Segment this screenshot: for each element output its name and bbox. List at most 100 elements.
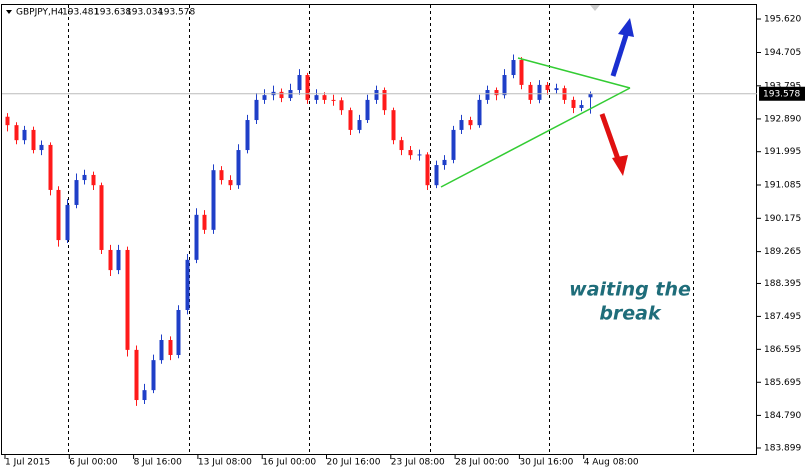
arrow-head: [618, 18, 634, 37]
plot-frame: [1, 4, 757, 455]
triangle-pattern: [440, 57, 631, 188]
candle-body: [519, 60, 524, 85]
candle-body: [425, 154, 430, 186]
x-tick-label: 1 Jul 2015: [5, 458, 50, 468]
y-tick-label: 195.620: [764, 15, 801, 25]
x-tick-label: 20 Jul 16:00: [327, 458, 381, 468]
candle-body: [297, 75, 302, 91]
candle-body: [399, 140, 404, 151]
trendline: [440, 87, 631, 188]
candle-body: [236, 150, 241, 186]
ohlc-value: 193.481: [62, 8, 99, 18]
candle-body: [382, 90, 387, 111]
y-tick-label: 193.795: [764, 81, 801, 91]
candle-body: [485, 90, 490, 100]
candle-body: [322, 95, 327, 100]
candle-body: [357, 120, 362, 130]
candle-body: [202, 214, 207, 230]
candle-body: [348, 110, 353, 130]
candle-body: [228, 180, 233, 186]
candle-body: [365, 99, 370, 121]
candle-body: [142, 390, 147, 401]
candle-body: [5, 116, 10, 126]
candle-body: [588, 93, 593, 98]
candle-body: [14, 125, 19, 141]
y-tick-label: 183.899: [764, 444, 801, 454]
price-label-box: [759, 86, 805, 101]
candle-body: [339, 100, 344, 111]
candle-body: [219, 170, 224, 181]
y-tick-label: 185.695: [764, 378, 801, 388]
candle-body: [22, 129, 27, 141]
candle-body: [74, 180, 79, 205]
y-tick-label: 184.790: [764, 411, 801, 421]
candle-body: [511, 60, 516, 76]
candle-body: [39, 144, 44, 151]
candle-body: [56, 189, 61, 241]
x-tick-label: 13 Jul 08:00: [198, 458, 252, 468]
symbol: GBPJPY,H4: [16, 8, 64, 18]
candle-body: [442, 159, 447, 166]
price-label: 193.578: [763, 89, 800, 99]
arrow-shaft: [599, 113, 622, 163]
candle-body: [477, 99, 482, 126]
candle-body: [331, 99, 336, 101]
trendline: [517, 57, 631, 89]
y-tick-label: 187.495: [764, 312, 801, 322]
candle-body: [91, 174, 96, 186]
y-tick-label: 191.995: [764, 147, 801, 157]
candle-body: [82, 174, 87, 181]
x-tick-label: 4 Aug 08:00: [584, 458, 639, 468]
candle-body: [168, 340, 173, 356]
arrow-down: [599, 113, 628, 176]
x-tick-label: 16 Jul 00:00: [262, 458, 316, 468]
candle-body: [211, 170, 216, 230]
candle-body: [374, 90, 379, 100]
candle-body: [279, 91, 284, 99]
candle-body: [554, 88, 559, 91]
ohlc-value: 193.578: [158, 8, 195, 18]
x-tick-label: 6 Jul 00:00: [69, 458, 118, 468]
candle-body: [571, 99, 576, 108]
candle-body: [262, 95, 267, 100]
arrow-shaft: [610, 31, 630, 77]
y-tick-label: 194.705: [764, 48, 801, 58]
candle-body: [408, 150, 413, 156]
candle-body: [545, 84, 550, 91]
candle-body: [48, 144, 53, 190]
candle-body: [537, 84, 542, 100]
candle-body: [245, 120, 250, 151]
candle-body: [134, 349, 139, 401]
annotation: break: [599, 303, 662, 325]
candle-body: [254, 99, 259, 121]
candle-body: [99, 185, 104, 250]
y-tick-label: 189.265: [764, 247, 801, 257]
ohlc-value: 193.034: [126, 8, 163, 18]
period-separators: [68, 5, 694, 454]
candle-body: [494, 90, 499, 96]
y-tick-label: 186.595: [764, 345, 801, 355]
candle-body: [31, 129, 36, 151]
candle-body: [185, 259, 190, 310]
x-tick-label: 23 Jul 08:00: [391, 458, 445, 468]
y-tick-label: 192.890: [764, 114, 801, 124]
x-tick-label: 8 Jul 16:00: [134, 458, 183, 468]
y-tick-label: 190.175: [764, 214, 801, 224]
candle-body: [108, 249, 113, 271]
candle-body: [125, 249, 130, 350]
candle-body: [305, 75, 310, 100]
arrow-head: [612, 155, 628, 176]
y-tick-label: 191.085: [764, 181, 801, 191]
candle-body: [116, 249, 121, 271]
shift-marker: [590, 5, 600, 11]
candle-body: [194, 214, 199, 260]
arrow-up: [610, 18, 634, 77]
candle-body: [579, 105, 584, 108]
candle-body: [391, 110, 396, 141]
candle-body: [502, 75, 507, 96]
marks: [2, 54, 757, 406]
candle-body: [528, 84, 533, 100]
menu-marker: [6, 10, 12, 14]
